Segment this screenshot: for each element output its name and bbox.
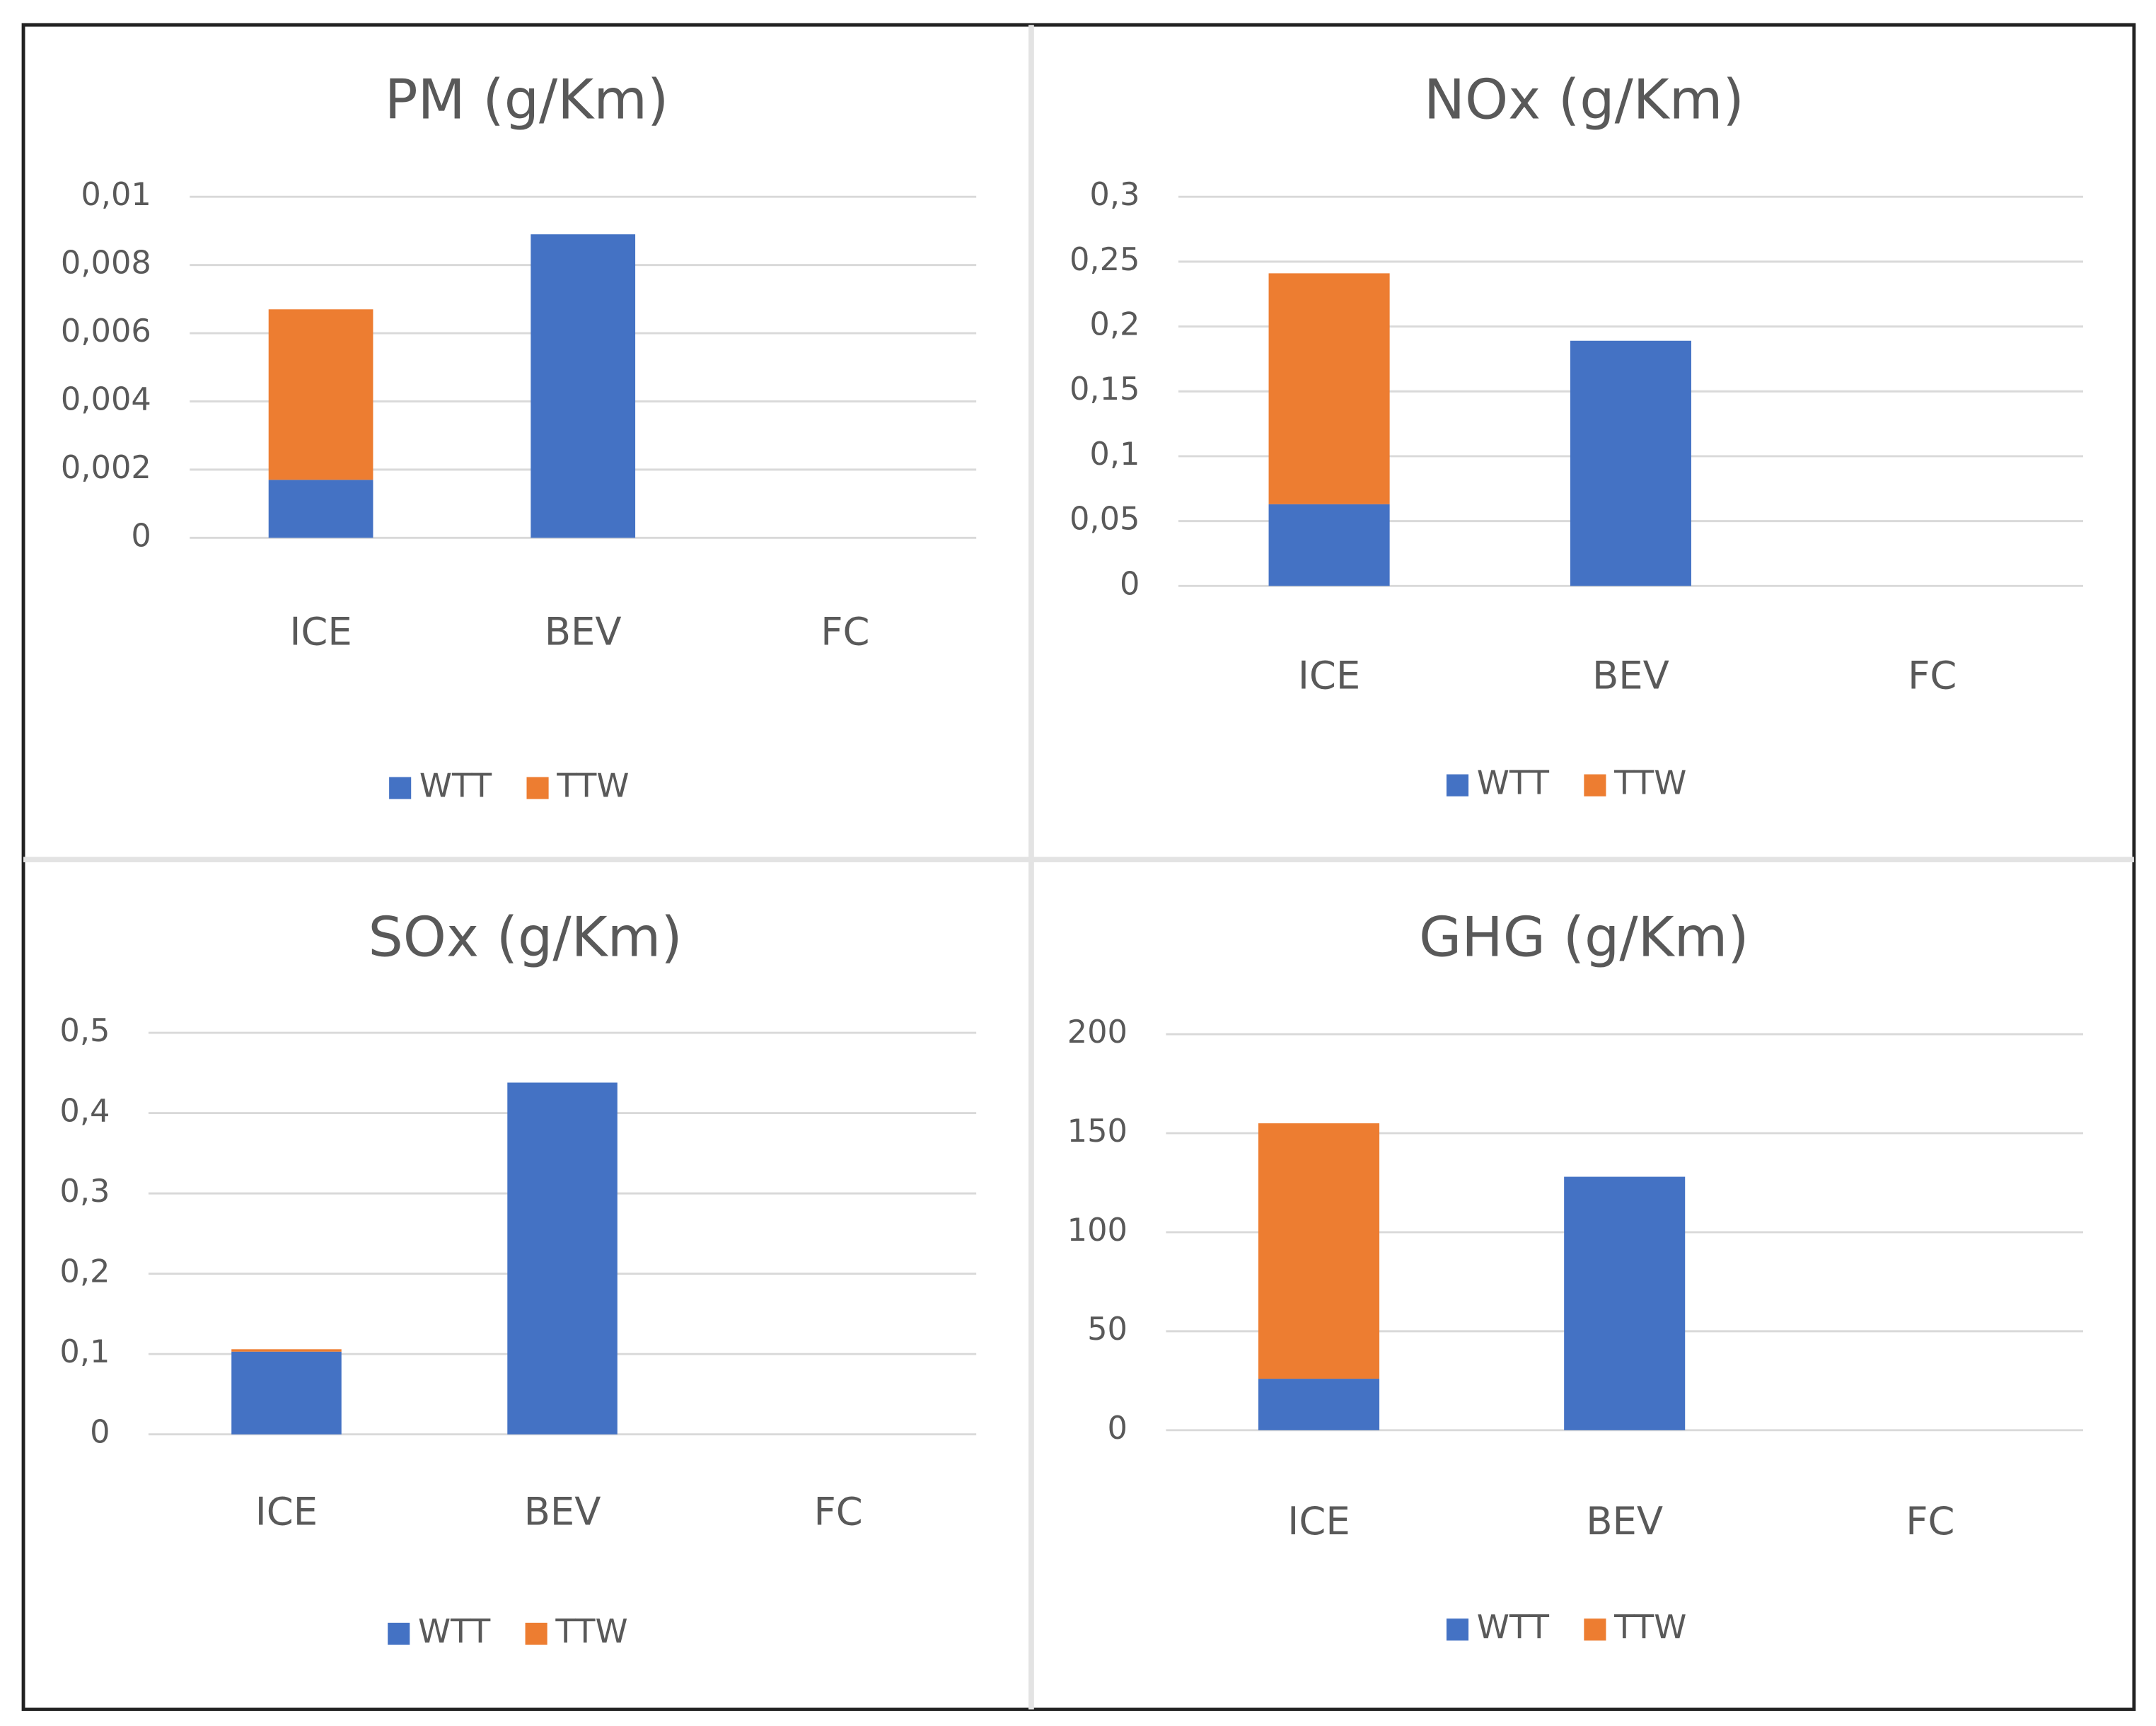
bar-segment (1258, 1379, 1380, 1430)
chart-title: GHG (g/Km) (1419, 905, 1749, 969)
y-tick-label: 0,1 (59, 1333, 110, 1370)
legend-swatch (389, 777, 412, 799)
legend-swatch (525, 1622, 547, 1645)
bar-segment (531, 234, 636, 538)
y-tick-label: 0,01 (81, 176, 151, 213)
legend-swatch (1584, 1618, 1606, 1641)
bar-segment (231, 1351, 342, 1435)
legend-label: TTW (1613, 765, 1686, 803)
y-tick-label: 0,3 (1089, 176, 1140, 213)
chart-title: NOx (g/Km) (1424, 68, 1744, 132)
legend-swatch (1584, 774, 1606, 797)
x-tick-label: ICE (255, 1489, 318, 1534)
x-tick-label: ICE (289, 608, 352, 654)
y-tick-label: 0,15 (1070, 371, 1140, 407)
legend-label: WTT (419, 768, 492, 806)
bar-segment (1268, 273, 1390, 504)
bar-segment (268, 480, 373, 538)
y-tick-label: 0,2 (1089, 306, 1140, 343)
y-tick-label: 150 (1067, 1113, 1128, 1149)
legend-label: TTW (555, 1613, 627, 1651)
outer-border (21, 23, 2136, 1711)
bar-segment (1258, 1123, 1380, 1379)
legend-swatch (1446, 1618, 1469, 1641)
x-tick-label: FC (813, 1489, 862, 1534)
y-tick-label: 0,004 (61, 381, 151, 417)
y-tick-label: 0,1 (1089, 436, 1140, 473)
y-tick-label: 50 (1087, 1311, 1128, 1348)
bar-segment (1564, 1176, 1686, 1430)
legend-swatch (1446, 774, 1469, 797)
y-tick-label: 0,5 (59, 1012, 110, 1049)
x-tick-label: FC (1908, 653, 1957, 698)
y-tick-label: 100 (1067, 1212, 1128, 1249)
x-tick-label: FC (821, 608, 869, 654)
y-tick-label: 0,3 (59, 1173, 110, 1210)
legend-label: WTT (1477, 1609, 1550, 1647)
legend-swatch (526, 777, 549, 799)
y-tick-label: 0 (1120, 565, 1140, 602)
chart-title: PM (g/Km) (385, 68, 669, 132)
background (0, 4, 2156, 1722)
y-tick-label: 0,008 (61, 245, 151, 282)
y-tick-label: 0,4 (59, 1093, 110, 1130)
bar-segment (231, 1349, 342, 1352)
y-tick-label: 0,002 (61, 449, 151, 486)
bar-segment (268, 309, 373, 480)
y-tick-label: 0,25 (1070, 241, 1140, 278)
y-tick-label: 0,05 (1070, 501, 1140, 538)
legend-label: WTT (1477, 765, 1550, 803)
legend-swatch (388, 1622, 410, 1645)
x-tick-label: FC (1906, 1498, 1954, 1543)
x-tick-label: ICE (1298, 653, 1360, 698)
y-tick-label: 0,2 (59, 1253, 110, 1290)
legend-label: WTT (418, 1613, 491, 1651)
x-tick-label: BEV (1592, 653, 1669, 698)
x-tick-label: BEV (545, 608, 622, 654)
x-tick-label: BEV (524, 1489, 601, 1534)
legend-label: TTW (556, 768, 629, 806)
x-tick-label: BEV (1586, 1498, 1663, 1543)
y-tick-label: 0 (131, 517, 151, 554)
y-tick-label: 0 (1108, 1410, 1128, 1447)
y-tick-label: 0 (90, 1414, 110, 1451)
y-tick-label: 200 (1067, 1014, 1128, 1050)
chart-title: SOx (g/Km) (368, 905, 682, 969)
legend-label: TTW (1613, 1609, 1686, 1647)
y-tick-label: 0,006 (61, 313, 151, 349)
bar-segment (1268, 504, 1390, 586)
x-tick-label: ICE (1287, 1498, 1350, 1543)
bar-segment (507, 1082, 618, 1435)
bar-segment (1570, 340, 1691, 586)
